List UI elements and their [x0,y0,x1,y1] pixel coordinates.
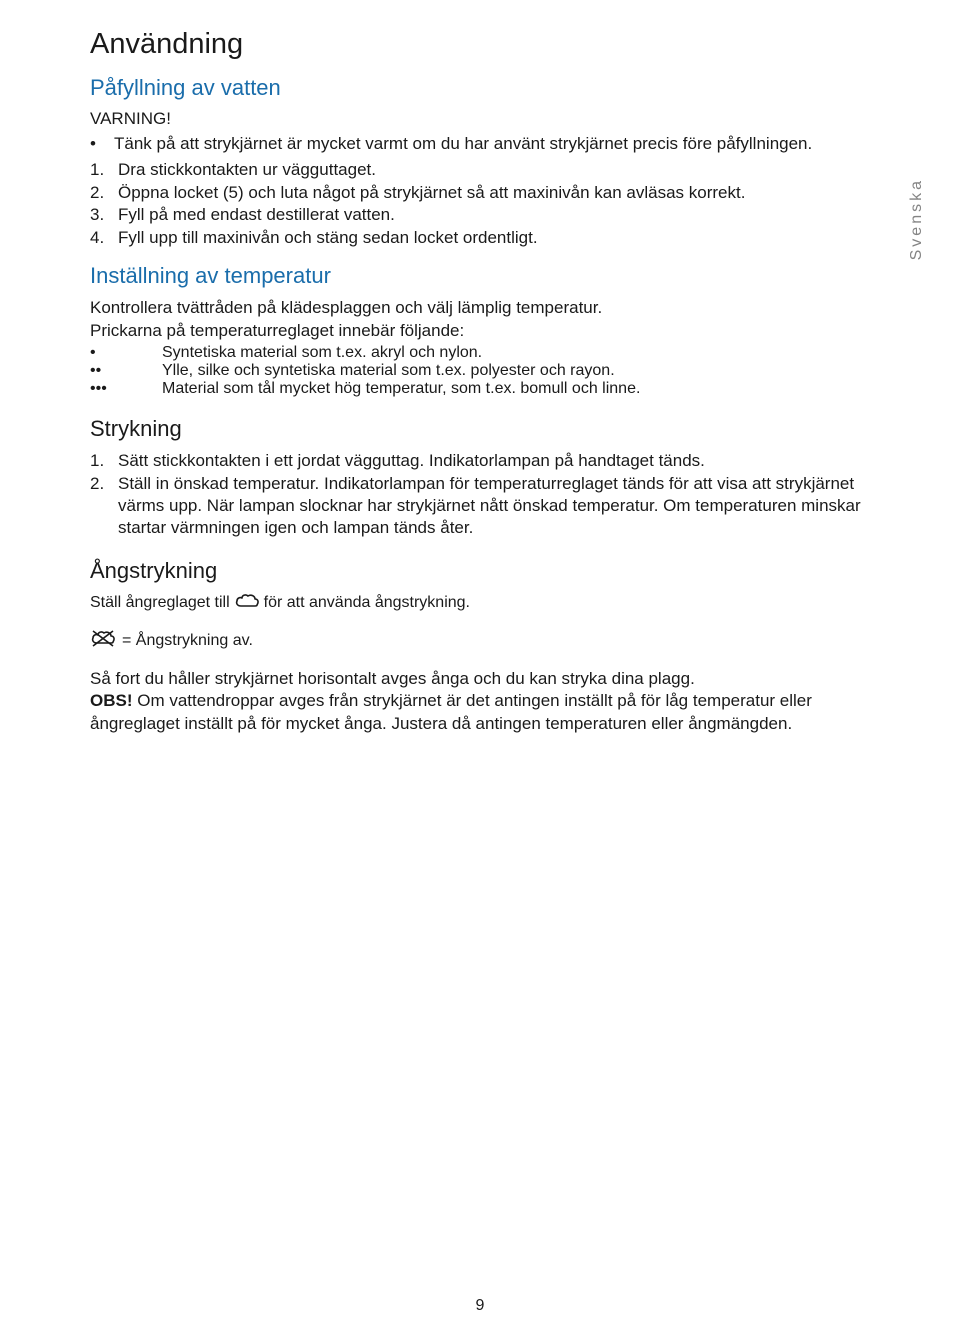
page-title: Användning [90,28,870,61]
temperature-intro-2: Prickarna på temperaturreglaget innebär … [90,320,870,342]
steam-off-label: = Ångstrykning av. [122,632,253,650]
list-item: 2.Öppna locket (5) och luta något på str… [90,182,870,204]
steam-off-line: = Ångstrykning av. [90,629,870,654]
step-number: 1. [90,450,118,472]
dot-row: ••• Material som tål mycket hög temperat… [90,380,870,398]
warning-bullet-list: • Tänk på att strykjärnet är mycket varm… [90,133,870,155]
step-number: 2. [90,182,118,204]
step-number: 2. [90,473,118,495]
section-heading-steam: Ångstrykning [90,558,870,584]
obs-text: Om vattendroppar avges från strykjärnet … [90,691,812,732]
step-number: 3. [90,204,118,226]
ironing-steps: 1.Sätt stickkontakten i ett jordat väggu… [90,450,870,540]
step-text: Fyll upp till maxinivån och stäng sedan … [118,227,538,249]
step-text: Fyll på med endast destillerat vatten. [118,204,395,226]
steam-paragraph-1: Så fort du håller strykjärnet horisontal… [90,668,870,690]
warning-bullet-text: Tänk på att strykjärnet är mycket varmt … [114,133,812,155]
step-number: 4. [90,227,118,249]
list-item: 1.Sätt stickkontakten i ett jordat väggu… [90,450,870,472]
steam-line-post: för att använda ångstrykning. [264,594,470,612]
dot-text: Ylle, silke och syntetiska material som … [162,362,615,380]
section-heading-water: Påfyllning av vatten [90,75,870,101]
steam-instruction-line: Ställ ångreglaget till för att använda å… [90,592,870,615]
dot-level-3: ••• [90,380,162,398]
list-item: 1.Dra stickkontakten ur vägguttaget. [90,159,870,181]
list-item: • Tänk på att strykjärnet är mycket varm… [90,133,870,155]
language-tab: Svenska [908,178,926,260]
steam-off-icon [90,629,116,654]
temperature-intro-1: Kontrollera tvättråden på klädesplaggen … [90,297,870,319]
step-text: Ställ in önskad temperatur. Indikatorlam… [118,473,870,540]
page-number: 9 [0,1297,960,1315]
step-text: Sätt stickkontakten i ett jordat väggutt… [118,450,705,472]
dot-row: • Syntetiska material som t.ex. akryl oc… [90,344,870,362]
list-item: 3.Fyll på med endast destillerat vatten. [90,204,870,226]
obs-label: OBS! [90,691,137,710]
list-item: 2.Ställ in önskad temperatur. Indikatorl… [90,473,870,540]
step-text: Öppna locket (5) och luta något på stryk… [118,182,745,204]
section-heading-ironing: Strykning [90,416,870,442]
section-heading-temperature: Inställning av temperatur [90,263,870,289]
steam-line-pre: Ställ ångreglaget till [90,594,230,612]
dot-text: Syntetiska material som t.ex. akryl och … [162,344,482,362]
list-item: 4.Fyll upp till maxinivån och stäng seda… [90,227,870,249]
warning-label: VARNING! [90,109,870,129]
water-steps: 1.Dra stickkontakten ur vägguttaget. 2.Ö… [90,159,870,249]
dot-row: •• Ylle, silke och syntetiska material s… [90,362,870,380]
dot-level-1: • [90,344,162,362]
dot-level-2: •• [90,362,162,380]
temperature-dot-rows: • Syntetiska material som t.ex. akryl oc… [90,344,870,398]
dot-text: Material som tål mycket hög temperatur, … [162,380,640,398]
bullet-icon: • [90,133,114,155]
steam-obs-paragraph: OBS! Om vattendroppar avges från strykjä… [90,690,870,735]
steam-cloud-icon [234,592,260,615]
step-number: 1. [90,159,118,181]
step-text: Dra stickkontakten ur vägguttaget. [118,159,376,181]
